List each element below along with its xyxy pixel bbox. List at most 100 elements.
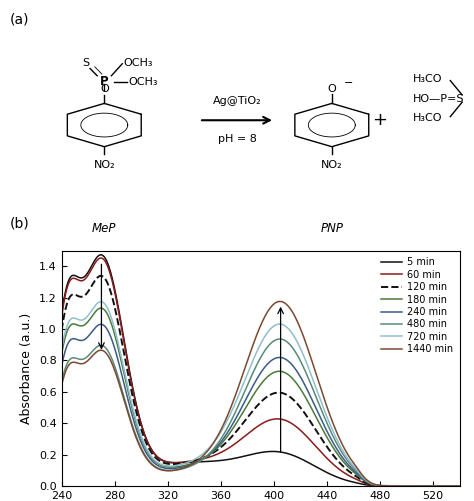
Y-axis label: Absorbance (a.u.): Absorbance (a.u.) [20, 313, 34, 424]
60 min [157, 456, 163, 462]
720 min [157, 460, 163, 466]
60 min [369, 482, 375, 488]
240 min [418, 483, 424, 489]
480 min [369, 481, 375, 487]
Text: OCH₃: OCH₃ [123, 58, 153, 68]
Text: (a): (a) [9, 12, 29, 26]
120 min [59, 327, 64, 333]
1440 min [171, 467, 177, 473]
720 min [457, 483, 463, 489]
240 min [98, 321, 104, 327]
Text: NO₂: NO₂ [321, 160, 343, 170]
720 min [59, 346, 64, 352]
Text: HO—P=S: HO—P=S [412, 94, 464, 104]
Text: MeP: MeP [92, 222, 117, 235]
Line: 480 min: 480 min [62, 339, 460, 486]
Text: NO₂: NO₂ [93, 160, 115, 170]
480 min [59, 379, 64, 385]
60 min [321, 452, 327, 458]
480 min [457, 483, 463, 489]
1440 min [321, 394, 327, 400]
Line: 240 min: 240 min [62, 324, 460, 486]
Line: 180 min: 180 min [62, 308, 460, 486]
Text: +: + [372, 111, 387, 129]
720 min [321, 405, 327, 411]
180 min [418, 483, 424, 489]
240 min [369, 481, 375, 487]
240 min [59, 363, 64, 369]
180 min [369, 481, 375, 487]
720 min [185, 459, 191, 465]
180 min [185, 461, 191, 467]
180 min [157, 461, 163, 467]
1440 min [457, 483, 463, 489]
Line: 5 min: 5 min [62, 255, 460, 486]
5 min [59, 312, 64, 318]
5 min [157, 455, 163, 461]
1440 min [59, 382, 64, 388]
240 min [185, 463, 191, 469]
480 min [277, 336, 283, 342]
5 min [457, 483, 463, 489]
Text: O: O [100, 84, 109, 94]
Legend: 5 min, 60 min, 120 min, 180 min, 240 min, 480 min, 720 min, 1440 min: 5 min, 60 min, 120 min, 180 min, 240 min… [379, 256, 455, 356]
1440 min [185, 463, 191, 469]
60 min [172, 459, 177, 465]
5 min [321, 468, 327, 474]
Text: −: − [344, 78, 353, 88]
720 min [418, 483, 424, 489]
Text: OCH₃: OCH₃ [128, 77, 157, 87]
Line: 1440 min: 1440 min [62, 302, 460, 486]
1440 min [418, 483, 424, 489]
Text: H₃CO: H₃CO [412, 74, 442, 84]
60 min [457, 483, 463, 489]
Text: O: O [328, 84, 336, 94]
5 min [185, 459, 191, 465]
Text: pH = 8: pH = 8 [218, 134, 256, 144]
Line: 720 min: 720 min [62, 302, 460, 486]
180 min [59, 351, 64, 357]
480 min [156, 465, 162, 471]
Line: 120 min: 120 min [62, 276, 460, 486]
Text: S: S [82, 58, 89, 68]
120 min [457, 483, 463, 489]
180 min [98, 305, 104, 311]
1440 min [369, 480, 375, 486]
120 min [157, 458, 163, 464]
1440 min [277, 299, 283, 305]
Text: H₃CO: H₃CO [412, 113, 442, 123]
240 min [172, 465, 177, 471]
720 min [369, 480, 375, 486]
Text: PNP: PNP [320, 222, 343, 235]
180 min [457, 483, 463, 489]
480 min [185, 464, 191, 470]
480 min [418, 483, 424, 489]
1440 min [156, 466, 162, 472]
60 min [59, 314, 64, 320]
5 min [98, 252, 104, 258]
120 min [98, 273, 104, 279]
5 min [172, 460, 177, 466]
720 min [98, 299, 104, 305]
120 min [185, 459, 191, 465]
60 min [418, 483, 424, 489]
240 min [457, 483, 463, 489]
480 min [321, 412, 327, 418]
480 min [171, 467, 177, 473]
Text: (b): (b) [9, 217, 29, 231]
120 min [369, 481, 375, 487]
Text: P: P [100, 75, 109, 88]
240 min [321, 421, 327, 427]
180 min [172, 464, 177, 470]
120 min [418, 483, 424, 489]
120 min [321, 439, 327, 445]
5 min [369, 482, 375, 488]
60 min [185, 458, 191, 464]
180 min [321, 428, 327, 434]
60 min [98, 255, 104, 261]
5 min [418, 483, 424, 489]
Text: Ag@TiO₂: Ag@TiO₂ [213, 96, 261, 106]
120 min [172, 461, 177, 467]
Line: 60 min: 60 min [62, 258, 460, 486]
240 min [157, 463, 163, 469]
